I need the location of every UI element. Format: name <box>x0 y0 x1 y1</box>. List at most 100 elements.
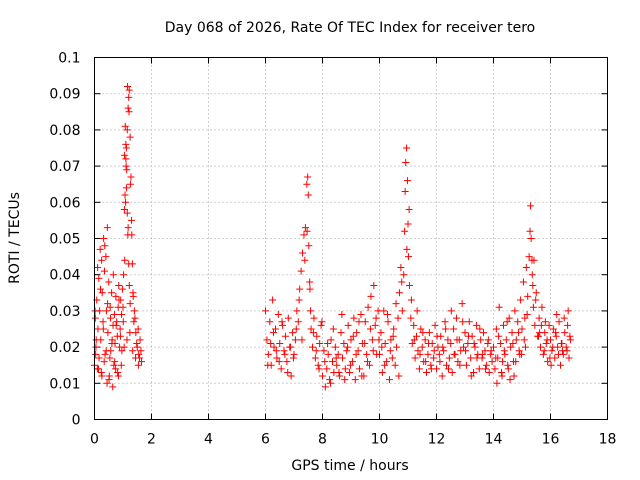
data-point <box>529 303 537 311</box>
data-point <box>296 285 304 293</box>
data-point <box>291 336 299 344</box>
data-point <box>108 289 116 297</box>
data-point <box>128 216 136 224</box>
data-point <box>453 336 461 344</box>
data-point <box>92 336 100 344</box>
data-point <box>104 300 112 308</box>
data-point <box>413 307 421 315</box>
data-point <box>417 325 425 333</box>
data-point <box>517 296 525 304</box>
data-point <box>304 173 312 181</box>
data-point <box>315 365 323 373</box>
data-point <box>112 365 120 373</box>
data-point <box>387 336 395 344</box>
data-point <box>109 271 117 279</box>
data-point <box>103 224 111 232</box>
data-point <box>492 325 500 333</box>
data-point <box>442 325 450 333</box>
data-point <box>318 318 326 326</box>
data-points <box>91 82 574 391</box>
data-point <box>395 289 403 297</box>
data-point <box>124 104 132 112</box>
data-point <box>361 339 369 347</box>
data-point <box>514 318 522 326</box>
y-tick-label: 0.06 <box>49 195 80 211</box>
data-point <box>324 339 332 347</box>
data-point <box>435 350 443 358</box>
data-point <box>450 325 458 333</box>
data-point <box>112 292 120 300</box>
data-point <box>334 350 342 358</box>
data-point <box>401 187 409 195</box>
data-point <box>510 372 518 380</box>
data-point <box>338 354 346 362</box>
data-point <box>281 350 289 358</box>
y-tick-label: 0.01 <box>49 376 80 392</box>
data-point <box>272 347 280 355</box>
x-tick-label: 6 <box>261 432 270 448</box>
data-point <box>284 314 292 322</box>
x-tick-label: 14 <box>485 432 503 448</box>
data-point <box>292 325 300 333</box>
data-point <box>390 325 398 333</box>
data-point <box>411 354 419 362</box>
data-point <box>418 343 426 351</box>
data-point <box>493 379 501 387</box>
data-point <box>421 336 429 344</box>
data-point <box>307 325 315 333</box>
data-point <box>403 177 411 185</box>
x-tick-label: 0 <box>90 432 99 448</box>
data-point <box>405 253 413 261</box>
data-point <box>264 350 272 358</box>
data-point <box>106 303 114 311</box>
data-point <box>115 296 123 304</box>
data-point <box>497 339 505 347</box>
data-point <box>281 332 289 340</box>
data-point <box>512 358 520 366</box>
data-point <box>384 318 392 326</box>
data-point <box>376 350 383 358</box>
data-point <box>526 227 534 235</box>
data-point <box>344 321 352 329</box>
data-point <box>481 347 489 355</box>
data-point <box>356 365 364 373</box>
data-point <box>467 372 475 380</box>
data-point <box>393 343 401 351</box>
data-point <box>531 321 539 329</box>
data-point <box>341 365 349 373</box>
data-point <box>299 249 307 257</box>
data-point <box>402 158 410 166</box>
data-point <box>364 303 372 311</box>
data-point <box>102 253 110 261</box>
data-point <box>403 245 411 253</box>
data-point <box>353 329 361 337</box>
data-point <box>120 151 128 159</box>
data-point <box>269 296 277 304</box>
data-point <box>520 336 528 344</box>
data-point <box>392 300 400 308</box>
data-point <box>347 336 355 344</box>
data-point <box>112 321 120 329</box>
data-point <box>125 86 133 94</box>
data-point <box>383 358 391 366</box>
data-point <box>321 383 329 391</box>
x-tick-label: 10 <box>371 432 389 448</box>
data-point <box>293 307 301 315</box>
data-point <box>422 358 430 366</box>
data-point <box>508 329 516 337</box>
y-tick-label: 0.04 <box>49 268 80 284</box>
data-point <box>98 256 106 264</box>
data-point <box>94 365 102 373</box>
data-point <box>407 296 415 304</box>
data-point <box>344 343 352 351</box>
data-point <box>512 336 520 344</box>
data-point <box>467 354 475 362</box>
data-point <box>524 292 532 300</box>
data-point <box>122 184 130 192</box>
data-point <box>348 358 356 366</box>
data-point <box>471 343 479 351</box>
y-tick-label: 0.07 <box>49 159 80 175</box>
data-point <box>125 282 133 290</box>
data-point <box>441 318 449 326</box>
data-point <box>498 372 506 380</box>
